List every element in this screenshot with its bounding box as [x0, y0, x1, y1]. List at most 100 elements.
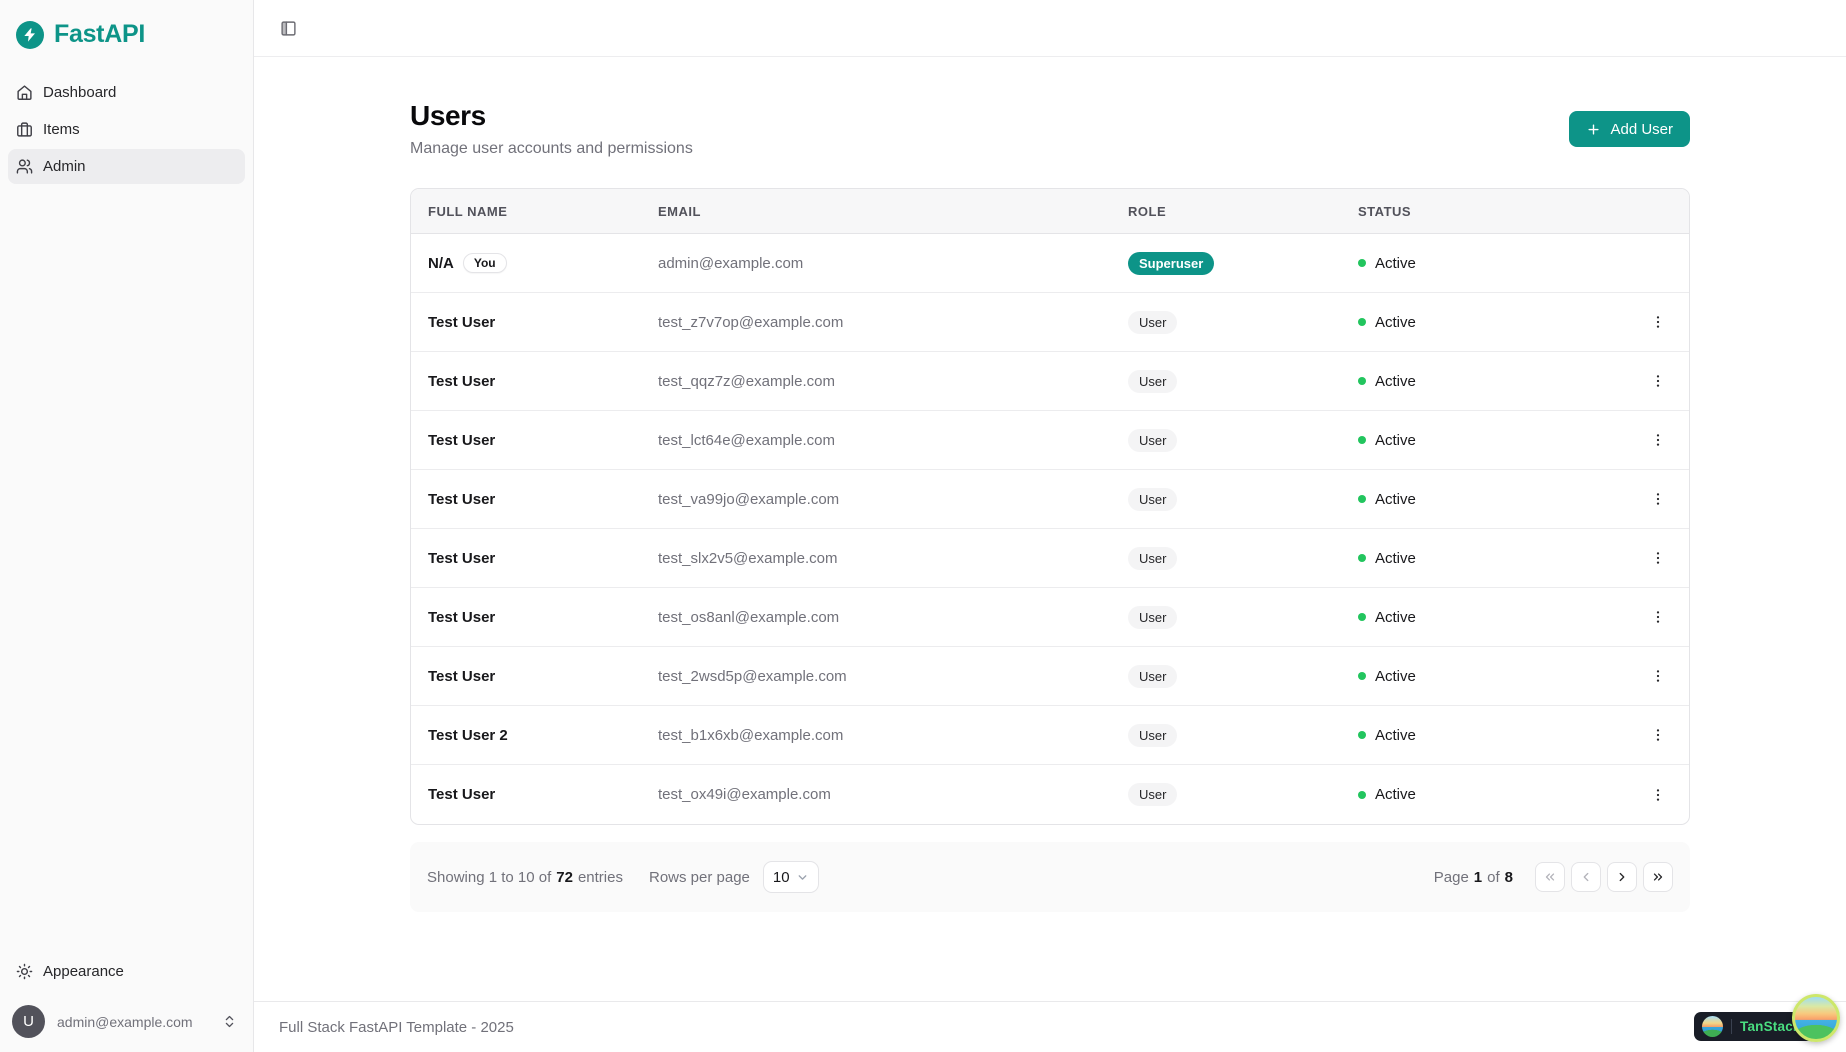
- you-badge: You: [462, 253, 507, 273]
- status-label: Active: [1375, 490, 1416, 508]
- add-user-button[interactable]: Add User: [1569, 111, 1690, 147]
- panel-left-icon: [280, 20, 297, 37]
- status-dot-icon: [1358, 790, 1366, 799]
- chevron-right-icon: [1615, 870, 1629, 884]
- previous-page-button[interactable]: [1571, 862, 1601, 892]
- user-menu[interactable]: U admin@example.com: [8, 999, 245, 1044]
- row-actions-button[interactable]: [1643, 366, 1673, 396]
- first-page-button[interactable]: [1535, 862, 1565, 892]
- rows-per-page-label: Rows per page: [648, 868, 750, 886]
- table-row: Test User test_va99jo@example.com User A…: [411, 470, 1689, 529]
- rows-per-page-value: 10: [772, 868, 790, 886]
- current-page-number: 1: [1473, 868, 1483, 886]
- status-label: Active: [1375, 786, 1416, 803]
- sidebar-item-items[interactable]: Items: [8, 112, 245, 147]
- row-actions-button[interactable]: [1643, 602, 1673, 632]
- more-vertical-icon: [1650, 550, 1666, 566]
- home-icon: [16, 84, 33, 101]
- sidebar-item-appearance[interactable]: Appearance: [8, 954, 245, 989]
- chevron-left-icon: [1579, 870, 1593, 884]
- status-dot-icon: [1358, 495, 1366, 503]
- status-label: Active: [1375, 549, 1416, 567]
- tanstack-devtools-toggle-button[interactable]: [1792, 994, 1840, 1042]
- table-row: Test User test_os8anl@example.com User A…: [411, 588, 1689, 647]
- user-full-name: Test User: [428, 667, 496, 685]
- status-dot-icon: [1358, 377, 1366, 385]
- brand-name: FastAPI: [54, 20, 145, 48]
- rows-per-page-select[interactable]: 10: [762, 861, 819, 893]
- more-vertical-icon: [1650, 491, 1666, 507]
- last-page-button[interactable]: [1643, 862, 1673, 892]
- main-area: Users Manage user accounts and permissio…: [254, 0, 1846, 1052]
- table-body: N/A You admin@example.com Superuser Acti…: [411, 234, 1689, 824]
- row-actions-button[interactable]: [1643, 780, 1673, 810]
- user-email-cell: admin@example.com: [658, 254, 804, 272]
- table-header-row: FULL NAME EMAIL ROLE STATUS: [411, 189, 1689, 234]
- row-actions-button[interactable]: [1643, 720, 1673, 750]
- user-email-cell: test_2wsd5p@example.com: [658, 667, 847, 685]
- role-badge: User: [1128, 310, 1178, 334]
- page-footer: Full Stack FastAPI Template - 2025: [254, 1001, 1846, 1052]
- footer-text: Full Stack FastAPI Template - 2025: [279, 1018, 514, 1036]
- row-actions-button[interactable]: [1643, 425, 1673, 455]
- user-full-name: N/A: [428, 254, 454, 272]
- more-vertical-icon: [1650, 668, 1666, 684]
- topbar: [254, 0, 1846, 57]
- sidebar-toggle-button[interactable]: [274, 14, 302, 42]
- user-email-cell: test_va99jo@example.com: [658, 490, 840, 508]
- user-full-name: Test User: [428, 786, 496, 803]
- total-pages-number: 8: [1504, 868, 1513, 886]
- status-label: Active: [1375, 313, 1416, 331]
- role-badge: User: [1128, 664, 1178, 688]
- role-badge: User: [1128, 605, 1178, 629]
- status-cell: Active: [1341, 314, 1637, 331]
- column-header-role: ROLE: [1128, 203, 1167, 219]
- user-full-name: Test User: [428, 608, 496, 626]
- status-cell: Active: [1341, 786, 1637, 803]
- table-row: N/A You admin@example.com Superuser Acti…: [411, 234, 1689, 293]
- sidebar: FastAPI Dashboard Items Admin Appearance U…: [0, 0, 254, 1052]
- sidebar-item-label: Admin: [43, 158, 86, 175]
- status-cell: Active: [1341, 609, 1637, 626]
- status-cell: Active: [1341, 255, 1637, 272]
- row-actions-button[interactable]: [1643, 484, 1673, 514]
- status-dot-icon: [1358, 731, 1366, 739]
- user-full-name: Test User: [428, 431, 496, 449]
- status-label: Active: [1375, 372, 1416, 390]
- user-email-cell: test_os8anl@example.com: [658, 608, 840, 626]
- status-dot-icon: [1358, 672, 1366, 680]
- more-vertical-icon: [1650, 727, 1666, 743]
- table-row: Test User test_z7v7op@example.com User A…: [411, 293, 1689, 352]
- role-badge: User: [1128, 723, 1178, 747]
- more-vertical-icon: [1650, 609, 1666, 625]
- status-dot-icon: [1358, 554, 1366, 562]
- more-vertical-icon: [1650, 373, 1666, 389]
- row-actions-button[interactable]: [1643, 661, 1673, 691]
- tanstack-label: TanStack: [1740, 1019, 1801, 1034]
- sidebar-bottom: Appearance U admin@example.com: [0, 946, 253, 1052]
- table-row: Test User test_lct64e@example.com User A…: [411, 411, 1689, 470]
- user-full-name: Test User: [428, 490, 496, 508]
- page-content: Users Manage user accounts and permissio…: [254, 57, 1846, 1001]
- status-label: Active: [1375, 254, 1416, 272]
- table-row: Test User 2 test_b1x6xb@example.com User…: [411, 706, 1689, 765]
- status-cell: Active: [1341, 668, 1637, 685]
- column-header-email: EMAIL: [658, 203, 701, 219]
- chevron-down-icon: [796, 871, 809, 884]
- sidebar-item-dashboard[interactable]: Dashboard: [8, 75, 245, 110]
- row-actions-button[interactable]: [1643, 307, 1673, 337]
- sidebar-item-admin[interactable]: Admin: [8, 149, 245, 184]
- next-page-button[interactable]: [1607, 862, 1637, 892]
- more-vertical-icon: [1650, 432, 1666, 448]
- status-cell: Active: [1341, 491, 1637, 508]
- devtools-divider: [1731, 1019, 1732, 1034]
- row-actions-button[interactable]: [1643, 543, 1673, 573]
- user-full-name: Test User: [428, 313, 496, 331]
- sidebar-nav: Dashboard Items Admin: [0, 67, 253, 192]
- role-badge: User: [1128, 369, 1178, 393]
- status-dot-icon: [1358, 436, 1366, 444]
- status-dot-icon: [1358, 318, 1366, 326]
- page-indicator: Page 1 of 8: [1433, 868, 1513, 886]
- user-email-cell: test_z7v7op@example.com: [658, 313, 844, 331]
- total-entries-count: 72: [556, 868, 573, 886]
